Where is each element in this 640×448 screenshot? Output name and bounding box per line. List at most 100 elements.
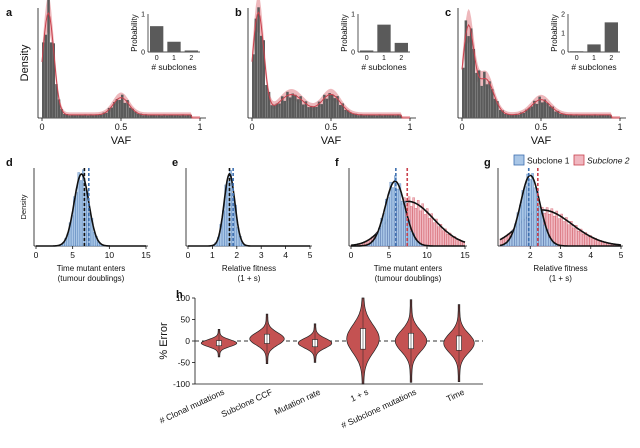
panel-letter-f: f	[335, 157, 339, 169]
x-axis-label: Relative fitness	[533, 264, 587, 273]
x-tick-label: 1	[210, 250, 215, 260]
histogram-bar	[75, 192, 78, 247]
histogram-bar	[475, 72, 478, 118]
histogram-bar	[92, 115, 95, 118]
inset-x-tick-label: 0	[575, 55, 579, 62]
inset-y-tick-label: 0	[351, 50, 355, 57]
x-tick-label: 0	[349, 250, 354, 260]
histogram-bar	[181, 114, 185, 118]
inset-x-axis-label: # subclones	[361, 62, 406, 72]
histogram-bar	[609, 115, 612, 118]
histogram-bar	[107, 107, 111, 118]
histogram-bar	[541, 102, 544, 118]
inset-x-tick-label: 1	[172, 55, 176, 62]
density-line	[188, 172, 310, 247]
histogram-bar	[144, 114, 148, 118]
histogram-bar	[155, 115, 158, 118]
histogram-bar	[97, 114, 100, 118]
x-tick-label: 5	[387, 250, 392, 260]
histogram-bar	[546, 103, 549, 118]
histogram-bar	[432, 222, 436, 247]
histogram-bar	[446, 234, 449, 247]
histogram-bar	[472, 48, 475, 118]
inset-y-tick-label: 1	[561, 31, 565, 38]
histogram-bar	[423, 214, 427, 247]
x-axis-label: VAF	[321, 135, 342, 147]
histogram-bar	[498, 110, 502, 118]
histogram-bar	[385, 198, 388, 247]
histogram-bar	[398, 183, 402, 247]
histogram-bar	[410, 231, 413, 247]
x-axis-label-units: (1 + s)	[238, 274, 261, 283]
histogram-bar	[73, 115, 77, 118]
x-axis-label: VAF	[111, 135, 132, 147]
inset-y-axis-label: Probability	[340, 14, 349, 51]
x-axis-label-units: (1 + s)	[549, 274, 572, 283]
histogram-bar	[416, 200, 420, 247]
panel-letter-b: b	[235, 7, 242, 19]
histogram-bar	[184, 115, 187, 118]
x-tick-label: 0	[459, 122, 464, 132]
histogram-bar	[378, 114, 381, 118]
histogram-bar	[485, 84, 489, 118]
histogram-bar	[437, 226, 440, 247]
histogram-bar	[84, 114, 87, 118]
inset-bar	[150, 26, 164, 52]
histogram-bar	[591, 115, 594, 118]
histogram-bar	[401, 200, 404, 247]
histogram-bar	[365, 114, 368, 118]
panel-letter-d: d	[6, 157, 13, 169]
histogram-bar	[562, 221, 566, 247]
inset-x-tick-label: 1	[382, 55, 386, 62]
histogram-bar	[315, 106, 318, 118]
histogram-bar	[577, 230, 580, 247]
histogram-bar	[336, 96, 339, 118]
x-axis-label: VAF	[531, 135, 552, 147]
histogram-bar	[394, 115, 397, 118]
histogram-bar	[477, 70, 481, 118]
panel-e: e 0 1 2 3 4 5 Relative fitness(1 + s)	[172, 157, 313, 283]
category-label: Time	[445, 387, 466, 404]
histogram-bar	[86, 115, 90, 118]
inset-y-tick-label: 1	[351, 12, 355, 19]
histogram-bar	[567, 114, 570, 118]
histogram-bar	[455, 239, 459, 247]
histogram-bar	[163, 114, 166, 118]
inset-y-tick-label: 2	[561, 12, 565, 19]
legend-label-subclone-1: Subclone 1	[527, 156, 570, 166]
inset-x-tick-label: 2	[609, 55, 613, 62]
panel-f: f 0 5 10 15 Time mutant enters(tumour doublin…	[335, 157, 470, 283]
histogram-bar	[89, 114, 92, 118]
histogram-bar	[291, 93, 294, 118]
histogram-bar	[275, 103, 279, 118]
histogram-bar	[136, 113, 140, 118]
histogram-bar	[386, 115, 389, 118]
panel-letter-c: c	[445, 7, 451, 19]
histogram-bar	[399, 115, 402, 118]
histogram-bar	[596, 115, 599, 118]
histogram-bar	[257, 7, 260, 118]
histogram-bar	[325, 98, 329, 118]
histogram-bar	[428, 218, 431, 247]
histogram-bar	[71, 114, 74, 118]
histogram-bar	[126, 100, 129, 118]
x-tick-label: 5	[308, 250, 313, 260]
histogram-bar	[517, 114, 520, 118]
histogram-bar	[496, 101, 499, 118]
histogram-bar	[142, 115, 145, 118]
legend-label-subclone-2: Subclone 2	[587, 156, 630, 166]
histogram-bar	[604, 115, 607, 118]
x-tick-label: 0.5	[325, 122, 338, 132]
histogram-bar	[113, 102, 116, 118]
histogram-bar	[105, 112, 108, 118]
inset-y-axis-label: Probability	[550, 14, 559, 51]
histogram-bar	[382, 213, 386, 247]
histogram-bar	[121, 94, 124, 118]
x-tick-label: 5	[70, 250, 75, 260]
histogram-bar	[565, 217, 568, 247]
histogram-bar	[383, 114, 387, 118]
